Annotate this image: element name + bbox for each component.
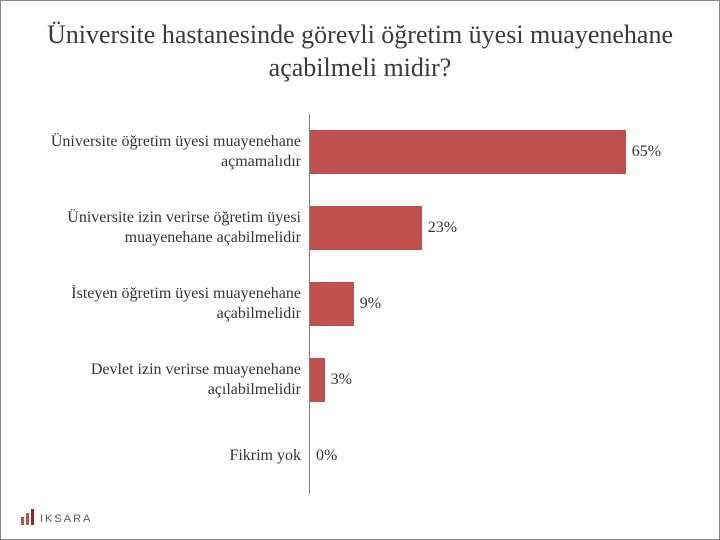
value-label: 23% xyxy=(428,219,457,237)
bar-cell: 9% xyxy=(309,266,689,342)
value-label: 65% xyxy=(632,143,661,161)
bar-cell: 3% xyxy=(309,342,689,418)
chart-row: İsteyen öğretim üyesi muayenehane açabil… xyxy=(29,266,689,342)
bar xyxy=(310,130,626,174)
category-label: Fikrim yok xyxy=(29,446,309,466)
chart-row: Üniversite öğretim üyesi muayenehane açm… xyxy=(29,114,689,190)
brand-logo: IKSARA xyxy=(21,509,92,525)
category-label: Üniversite izin verirse öğretim üyesi mu… xyxy=(29,208,309,248)
logo-bar xyxy=(26,513,29,525)
value-label: 9% xyxy=(360,295,381,313)
bar xyxy=(310,282,354,326)
bar-chart: Üniversite öğretim üyesi muayenehane açm… xyxy=(29,114,689,494)
bar-cell: 23% xyxy=(309,190,689,266)
category-label: Devlet izin verirse muayenehane açılabil… xyxy=(29,360,309,400)
logo-bar xyxy=(21,517,24,525)
chart-row: Üniversite izin verirse öğretim üyesi mu… xyxy=(29,190,689,266)
bar xyxy=(310,206,422,250)
category-label: İsteyen öğretim üyesi muayenehane açabil… xyxy=(29,284,309,324)
chart-row: Devlet izin verirse muayenehane açılabil… xyxy=(29,342,689,418)
logo-bar xyxy=(31,509,34,525)
value-label: 0% xyxy=(316,447,337,465)
value-label: 3% xyxy=(331,371,352,389)
bar xyxy=(310,358,325,402)
bar-cell: 65% xyxy=(309,114,689,190)
logo-text: IKSARA xyxy=(40,513,92,525)
chart-row: Fikrim yok 0% xyxy=(29,418,689,494)
chart-title: Üniversite hastanesinde görevli öğretim … xyxy=(29,19,691,84)
category-label: Üniversite öğretim üyesi muayenehane açm… xyxy=(29,132,309,172)
bar-cell: 0% xyxy=(309,418,689,494)
slide-frame: Üniversite hastanesinde görevli öğretim … xyxy=(0,0,720,540)
